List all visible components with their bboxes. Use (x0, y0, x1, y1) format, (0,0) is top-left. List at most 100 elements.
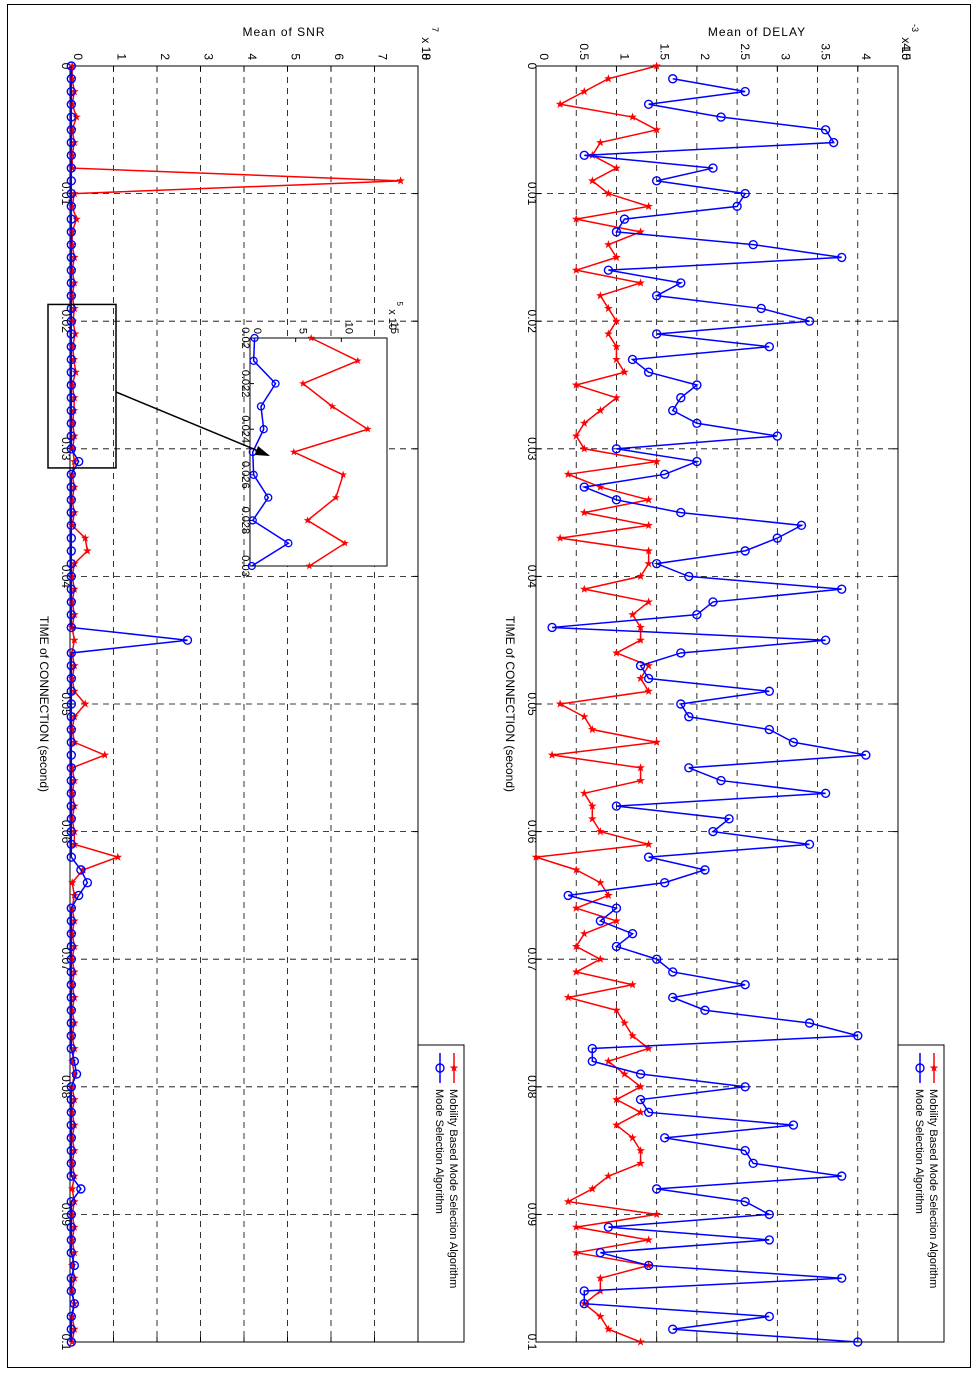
x-tick-label: 0.05 (525, 692, 539, 716)
data-point (70, 801, 79, 810)
data-point (796, 520, 807, 531)
data-point (67, 1005, 77, 1014)
data-point (67, 1286, 77, 1295)
data-point (82, 877, 93, 888)
data-point (612, 1005, 621, 1014)
data-point (836, 1171, 847, 1181)
data-point (643, 1107, 654, 1118)
inset-x-tick-label: 0.024 (239, 415, 251, 443)
data-point (70, 482, 79, 491)
data-point (580, 584, 589, 593)
x-tick-label: 0.04 (59, 565, 73, 589)
inset-data-point (249, 470, 258, 479)
data-point (580, 508, 589, 517)
x-tick-label: 0.03 (525, 437, 539, 461)
data-point (652, 61, 661, 70)
data-point (66, 903, 77, 913)
data-point (804, 1018, 815, 1028)
data-point (70, 916, 79, 925)
x-tick-label: 0.02 (525, 310, 539, 334)
data-point (100, 750, 110, 759)
data-point (66, 1311, 77, 1322)
data-point (740, 546, 750, 556)
data-point (555, 99, 565, 108)
inset-y-tick-label: 5 (297, 328, 309, 334)
x-tick-label: 0.01 (59, 182, 73, 206)
x-tick-label: 0.05 (59, 692, 73, 716)
data-point (604, 890, 613, 899)
inset-y-tick-label: 10 (342, 322, 354, 334)
data-point (67, 674, 77, 683)
y-tick-label: 1 (617, 53, 631, 60)
data-point (651, 558, 662, 569)
data-point (611, 903, 622, 913)
inset-data-point (256, 402, 266, 411)
data-point (668, 74, 678, 84)
data-point (611, 801, 622, 811)
data-point (579, 1299, 589, 1309)
data-point (547, 622, 557, 633)
data-point (764, 342, 774, 352)
data-point (70, 431, 79, 440)
data-point (66, 99, 77, 109)
data-point (66, 252, 77, 263)
data-point (70, 1069, 79, 1078)
x-tick-label: 0.07 (525, 948, 539, 972)
data-point (67, 201, 77, 210)
data-point (66, 673, 77, 684)
data-point (70, 252, 79, 261)
data-point (70, 1248, 79, 1257)
data-point (636, 227, 645, 236)
data-point (66, 1031, 77, 1041)
data-point (66, 163, 77, 173)
data-point (788, 1120, 799, 1130)
data-point (555, 533, 565, 542)
data-point (643, 673, 654, 684)
data-point (66, 214, 77, 224)
data-point (66, 1107, 77, 1118)
data-point (587, 1056, 598, 1066)
data-point (66, 1094, 77, 1105)
data-point (588, 725, 597, 734)
data-point (684, 763, 694, 773)
data-point (66, 571, 77, 582)
data-point (604, 1324, 613, 1333)
x-tick-label: 0.08 (59, 1075, 73, 1099)
data-point (66, 1222, 77, 1232)
data-point (66, 1005, 77, 1015)
data-point (80, 533, 90, 542)
inset-data-point (247, 561, 256, 571)
y-tick-label: 1.5 (658, 43, 672, 60)
data-point (66, 1273, 77, 1283)
data-point (66, 609, 77, 620)
zoom-arrowhead (255, 446, 270, 456)
data-point (764, 1209, 774, 1220)
data-point (644, 546, 653, 555)
data-point (66, 1043, 77, 1054)
data-point (612, 252, 621, 261)
data-point (692, 418, 702, 428)
data-point (70, 584, 79, 593)
y-tick-label: 0.5 (577, 43, 591, 60)
data-point (66, 558, 77, 569)
data-point (644, 661, 653, 670)
data-point (636, 635, 645, 644)
legend-box (897, 1044, 945, 1343)
data-point (66, 992, 77, 1003)
legend-marker (449, 1063, 459, 1072)
data-point (636, 571, 645, 580)
data-point (66, 1235, 77, 1245)
data-point (596, 482, 605, 491)
data-point (66, 839, 77, 850)
data-point (66, 482, 77, 492)
inset-exponent-label: x 10 (386, 309, 398, 330)
y-tick-label: 1 (115, 53, 129, 60)
data-point (595, 916, 606, 926)
data-point (604, 74, 613, 83)
data-point (596, 138, 605, 147)
data-point (67, 1133, 77, 1142)
data-point (113, 852, 123, 861)
data-point (66, 61, 77, 71)
data-point (70, 661, 79, 670)
data-point (571, 1248, 581, 1257)
